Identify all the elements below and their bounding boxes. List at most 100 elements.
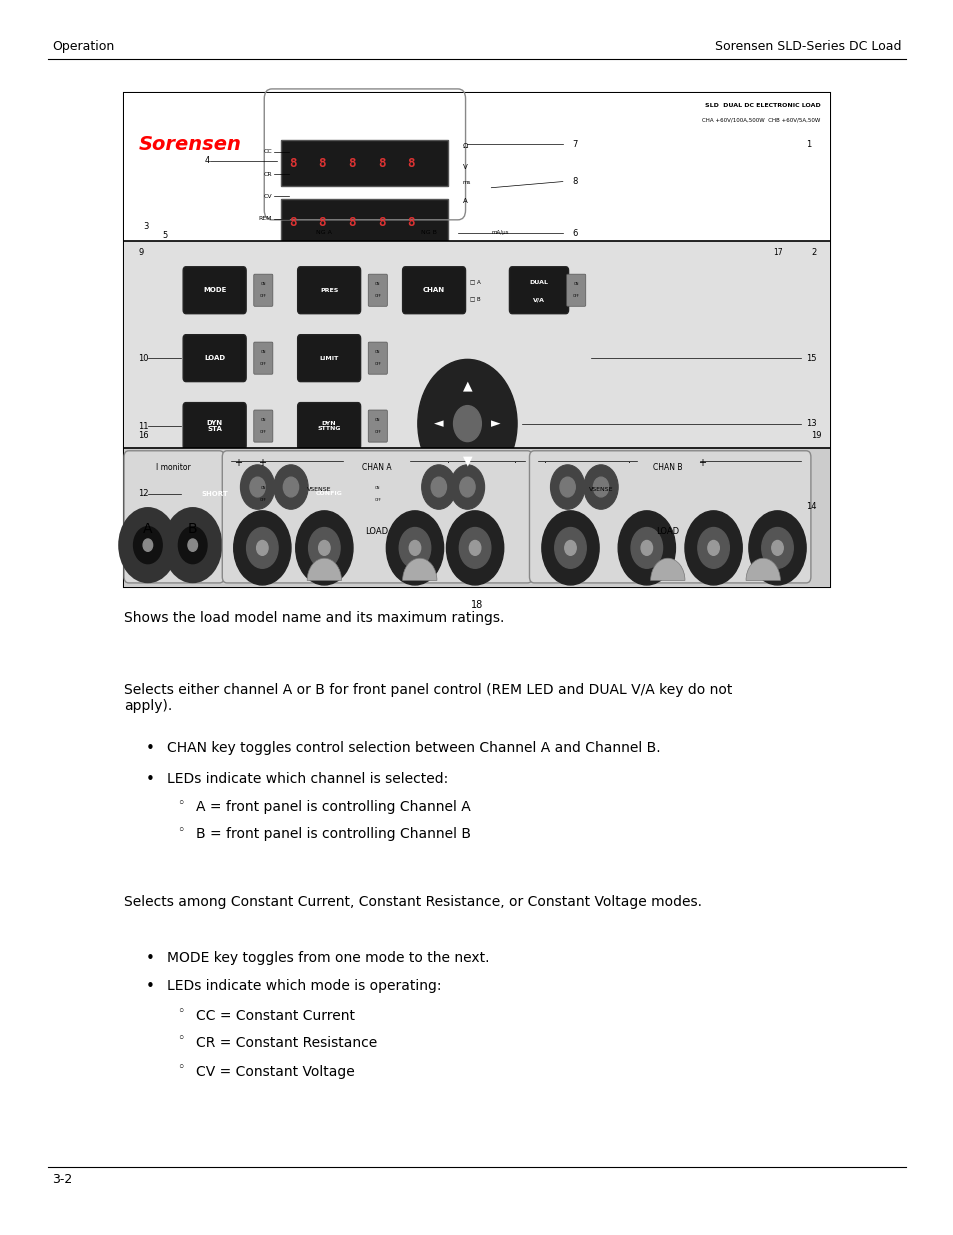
- Text: OFF: OFF: [259, 498, 267, 503]
- FancyBboxPatch shape: [297, 471, 360, 517]
- Text: 13: 13: [805, 419, 816, 429]
- Text: LOAD: LOAD: [204, 356, 225, 361]
- Text: mA/μs: mA/μs: [491, 230, 508, 235]
- FancyBboxPatch shape: [183, 403, 246, 450]
- Circle shape: [684, 511, 741, 585]
- Circle shape: [459, 477, 475, 496]
- Text: B: B: [188, 521, 197, 536]
- Circle shape: [256, 541, 268, 556]
- Circle shape: [707, 541, 719, 556]
- Circle shape: [421, 464, 456, 509]
- Circle shape: [250, 477, 265, 496]
- Text: 8: 8: [318, 216, 326, 228]
- Circle shape: [178, 526, 207, 563]
- Text: 8: 8: [318, 157, 326, 169]
- Circle shape: [283, 477, 298, 496]
- Text: LIMIT: LIMIT: [319, 356, 338, 361]
- Text: 15: 15: [805, 353, 816, 363]
- Circle shape: [386, 511, 443, 585]
- Text: SHORT: SHORT: [201, 492, 228, 496]
- Text: ON: ON: [260, 350, 266, 354]
- Circle shape: [761, 527, 793, 568]
- Text: LEDs indicate which mode is operating:: LEDs indicate which mode is operating:: [167, 979, 441, 993]
- Text: Sorensen: Sorensen: [138, 135, 241, 154]
- Text: CR: CR: [263, 172, 272, 177]
- Text: ◦: ◦: [177, 1005, 185, 1019]
- Text: □ A: □ A: [470, 279, 480, 284]
- Text: ·: ·: [543, 458, 547, 468]
- Text: LOAD: LOAD: [656, 527, 679, 536]
- Text: OFF: OFF: [374, 362, 381, 367]
- Text: 8: 8: [348, 157, 355, 169]
- Text: DYN
STTNG: DYN STTNG: [317, 421, 340, 431]
- Text: CHAN key toggles control selection between Channel A and Channel B.: CHAN key toggles control selection betwe…: [167, 741, 659, 755]
- Text: OFF: OFF: [259, 362, 267, 367]
- Circle shape: [309, 527, 339, 568]
- Text: ◦: ◦: [177, 797, 185, 810]
- FancyBboxPatch shape: [253, 274, 273, 306]
- Text: ON: ON: [573, 282, 578, 287]
- Bar: [124, 448, 829, 587]
- Circle shape: [640, 541, 652, 556]
- FancyBboxPatch shape: [368, 478, 387, 510]
- Circle shape: [631, 527, 661, 568]
- Bar: [124, 93, 829, 587]
- Text: NG B: NG B: [421, 230, 436, 235]
- Bar: [281, 199, 448, 246]
- Circle shape: [398, 527, 431, 568]
- Text: CR = Constant Resistance: CR = Constant Resistance: [195, 1036, 376, 1050]
- Text: 2: 2: [810, 248, 816, 257]
- Circle shape: [697, 527, 728, 568]
- Text: 7: 7: [572, 140, 578, 149]
- Text: •: •: [145, 772, 154, 787]
- Text: OFF: OFF: [374, 430, 381, 435]
- Text: DYN
STA: DYN STA: [207, 420, 222, 432]
- Circle shape: [133, 526, 162, 563]
- Text: ON: ON: [260, 485, 266, 490]
- Text: •: •: [145, 951, 154, 966]
- Text: ·: ·: [627, 458, 631, 468]
- Text: ▼: ▼: [462, 454, 472, 467]
- Text: 19: 19: [810, 431, 821, 441]
- Text: 3-2: 3-2: [52, 1173, 72, 1187]
- Text: ◦: ◦: [177, 824, 185, 837]
- Text: CHAN B: CHAN B: [653, 463, 681, 472]
- FancyBboxPatch shape: [222, 451, 532, 583]
- Text: B = front panel is controlling Channel B: B = front panel is controlling Channel B: [195, 827, 470, 841]
- Text: DUAL: DUAL: [529, 280, 548, 285]
- Text: 3: 3: [143, 221, 149, 231]
- Text: LOAD: LOAD: [365, 527, 388, 536]
- Text: ON: ON: [375, 350, 380, 354]
- FancyBboxPatch shape: [566, 274, 585, 306]
- Circle shape: [240, 464, 274, 509]
- Text: 16: 16: [138, 431, 149, 441]
- Circle shape: [417, 359, 517, 488]
- Text: 17: 17: [772, 248, 781, 257]
- FancyBboxPatch shape: [368, 410, 387, 442]
- Text: ·: ·: [513, 458, 517, 468]
- Text: VSENSE: VSENSE: [588, 487, 613, 492]
- Text: Sorensen SLD-Series DC Load: Sorensen SLD-Series DC Load: [715, 40, 901, 53]
- Text: Selects among Constant Current, Constant Resistance, or Constant Voltage modes.: Selects among Constant Current, Constant…: [124, 895, 701, 909]
- Text: 6: 6: [572, 228, 578, 238]
- FancyBboxPatch shape: [253, 410, 273, 442]
- Text: CC = Constant Current: CC = Constant Current: [195, 1009, 355, 1023]
- Text: ON: ON: [375, 485, 380, 490]
- Circle shape: [593, 477, 608, 496]
- Circle shape: [164, 508, 221, 582]
- Text: 8: 8: [348, 216, 355, 228]
- Text: Ω: Ω: [462, 143, 468, 148]
- FancyBboxPatch shape: [297, 335, 360, 382]
- Text: I monitor: I monitor: [156, 463, 191, 472]
- Circle shape: [295, 511, 353, 585]
- Text: 12: 12: [138, 489, 149, 499]
- Circle shape: [469, 541, 480, 556]
- Text: +: +: [234, 458, 242, 468]
- Text: V/A: V/A: [533, 298, 544, 303]
- Bar: [124, 93, 829, 241]
- Text: OFF: OFF: [259, 430, 267, 435]
- Circle shape: [119, 508, 176, 582]
- Circle shape: [564, 541, 576, 556]
- FancyBboxPatch shape: [183, 335, 246, 382]
- Text: ►: ►: [491, 417, 500, 430]
